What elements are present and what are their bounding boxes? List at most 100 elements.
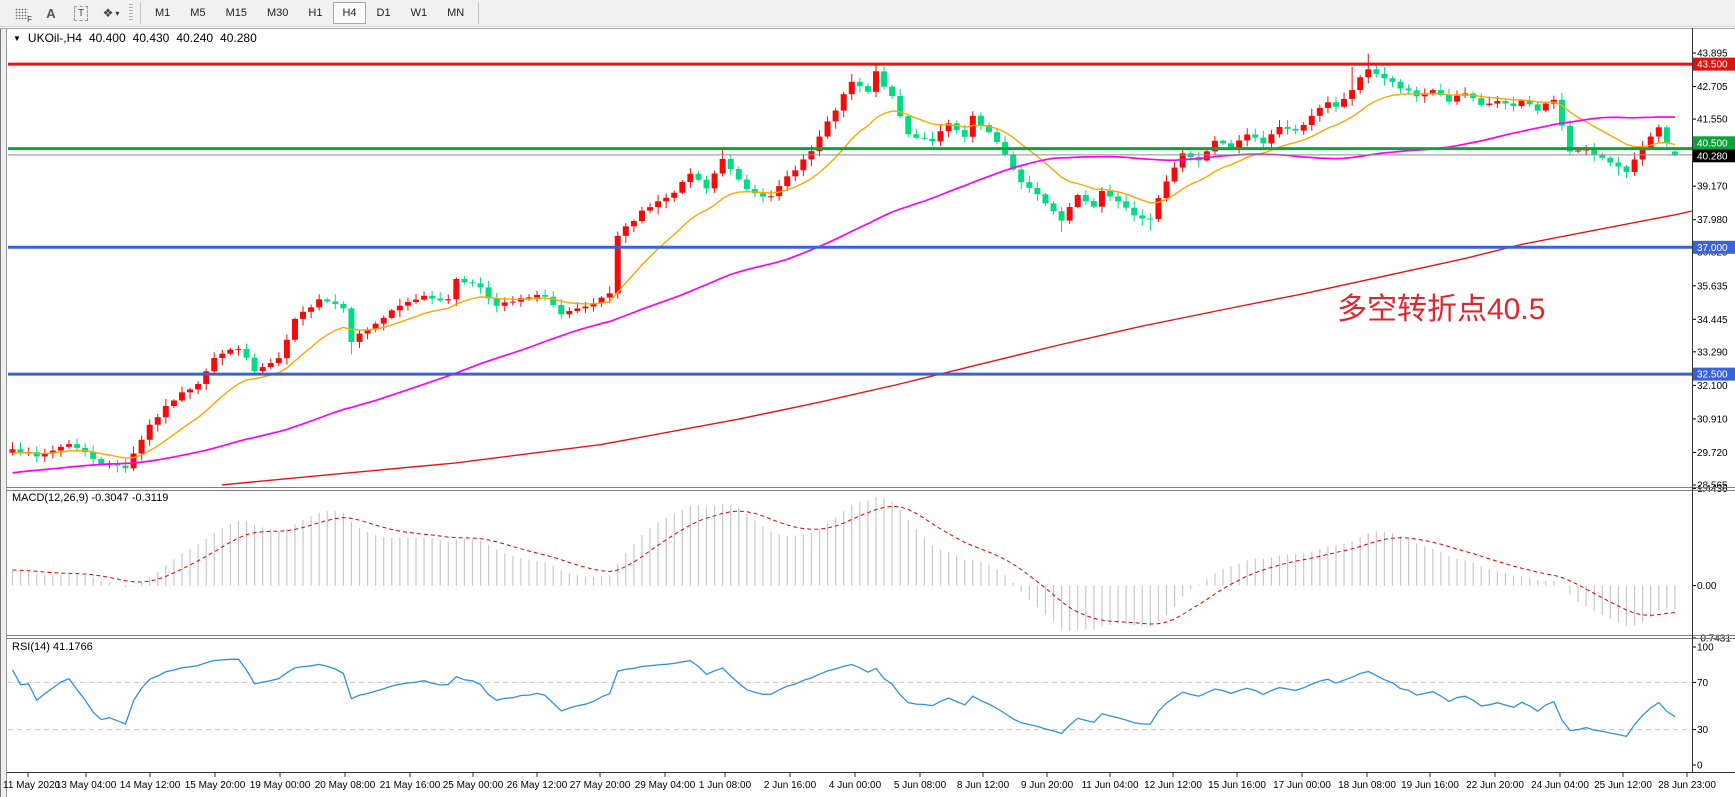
font-icon: A bbox=[46, 5, 56, 21]
price-tick-label: 28.565 bbox=[1697, 480, 1728, 491]
candle-body bbox=[324, 299, 331, 302]
candle-body bbox=[1623, 166, 1630, 172]
time-tick-label: 2 Jun 16:00 bbox=[764, 780, 817, 791]
candle-body bbox=[1663, 127, 1670, 144]
timeframe-button-M30[interactable]: M30 bbox=[266, 7, 289, 19]
candle-body bbox=[1090, 201, 1097, 207]
candle-body bbox=[1567, 125, 1574, 152]
price-badge-37.000 bbox=[1693, 240, 1735, 254]
time-tick-label: 21 May 16:00 bbox=[380, 780, 441, 791]
timeframe-button-H4[interactable]: H4 bbox=[333, 2, 366, 24]
candle-body bbox=[437, 298, 444, 301]
rsi-tick-label: 100 bbox=[1697, 643, 1714, 654]
candle-body bbox=[1139, 215, 1146, 219]
font-tool-button[interactable]: A bbox=[37, 1, 65, 25]
candle-body bbox=[638, 210, 645, 222]
candle-body bbox=[743, 179, 750, 190]
candle-body bbox=[897, 95, 904, 117]
timeframe-button-group: M1 M5 M15 M30 H1 H4 D1 W1 MN bbox=[145, 2, 474, 24]
timeframe-button-MN[interactable]: MN bbox=[447, 7, 465, 19]
candle-body bbox=[1437, 90, 1444, 95]
candle-body bbox=[606, 293, 613, 298]
candle-body bbox=[1236, 140, 1243, 148]
price-tick-label: 33.290 bbox=[1697, 347, 1728, 358]
candle-body bbox=[1502, 101, 1509, 104]
candle-body bbox=[1316, 107, 1323, 116]
candle-body bbox=[945, 123, 952, 132]
candle-body bbox=[348, 308, 355, 342]
chart-annotation-text[interactable]: 多空转折点40.5 bbox=[1337, 293, 1546, 326]
grid-icon bbox=[14, 7, 28, 19]
toolbar-separator bbox=[140, 2, 141, 24]
candle-body bbox=[1026, 182, 1033, 188]
price-badge-32.500 bbox=[1693, 367, 1735, 381]
candle-body bbox=[1332, 102, 1339, 107]
candle-body bbox=[977, 115, 984, 125]
candle-body bbox=[590, 303, 597, 307]
candle-body bbox=[1324, 102, 1331, 108]
candle-body bbox=[1284, 126, 1291, 129]
candle-body bbox=[300, 311, 307, 319]
candle-body bbox=[154, 417, 161, 425]
price-tick-label: 43.895 bbox=[1697, 49, 1728, 60]
price-axis[interactable]: 43.89542.70541.55039.17037.98036.82535.6… bbox=[1692, 49, 1735, 492]
ohlc-open: 40.400 bbox=[88, 31, 126, 45]
rsi-tick-label: 30 bbox=[1697, 725, 1709, 736]
objects-tool-button[interactable]: ❖ ▾ bbox=[97, 1, 125, 25]
macd-tick-label: 1.4436 bbox=[1697, 484, 1728, 495]
candle-body bbox=[525, 297, 532, 299]
candle-body bbox=[1107, 191, 1114, 197]
timeframe-button-W1[interactable]: W1 bbox=[410, 7, 428, 19]
candle-body bbox=[558, 304, 565, 315]
ma-medium-line bbox=[12, 116, 1675, 474]
price-tick-label: 39.170 bbox=[1697, 182, 1728, 193]
candle-body bbox=[1163, 181, 1170, 199]
ma-slow-line bbox=[221, 210, 1692, 486]
timeframe-button-H1[interactable]: H1 bbox=[308, 7, 323, 19]
price-badge-label: 40.280 bbox=[1697, 151, 1728, 162]
candle-body bbox=[57, 446, 64, 451]
candle-body bbox=[792, 170, 799, 177]
candle-body bbox=[582, 306, 589, 309]
timeframe-button-D1[interactable]: D1 bbox=[376, 7, 391, 19]
candle-body bbox=[985, 124, 992, 133]
time-tick-label: 20 May 08:00 bbox=[315, 780, 376, 791]
candle-body bbox=[211, 358, 218, 372]
candle-body bbox=[187, 389, 194, 393]
timeframe-button-M5[interactable]: M5 bbox=[190, 7, 206, 19]
timeframe-button-M15[interactable]: M15 bbox=[225, 7, 247, 19]
time-tick-label: 26 May 12:00 bbox=[507, 780, 568, 791]
rsi-layer bbox=[8, 658, 1692, 738]
price-tick-label: 29.720 bbox=[1697, 448, 1728, 459]
candle-body bbox=[453, 278, 460, 300]
chart-title: ▼ UKOil-,H4 40.400 40.430 40.240 40.280 bbox=[13, 31, 257, 45]
candle-body bbox=[1599, 154, 1606, 158]
chart-dropdown-icon[interactable]: ▼ bbox=[13, 33, 21, 43]
candle-body bbox=[961, 130, 968, 137]
candle-body bbox=[687, 173, 694, 183]
grid-f-label: F bbox=[27, 15, 32, 24]
candle-body bbox=[1421, 93, 1428, 97]
text-label-tool-button[interactable]: T bbox=[67, 1, 95, 25]
candle-body bbox=[82, 447, 89, 453]
candle-body bbox=[138, 439, 145, 454]
time-tick-label: 9 Jun 20:00 bbox=[1021, 780, 1074, 791]
candle-body bbox=[1074, 195, 1081, 208]
timeframe-button-M1[interactable]: M1 bbox=[155, 7, 171, 19]
candle-body bbox=[1220, 140, 1226, 144]
candle-body bbox=[1066, 207, 1073, 221]
time-tick-label: 22 Jun 20:00 bbox=[1466, 780, 1524, 791]
chart-grid-tool-button[interactable]: F bbox=[7, 1, 35, 25]
candle-body bbox=[146, 424, 153, 440]
candle-body bbox=[74, 444, 81, 448]
toolbar-drag-handle[interactable] bbox=[129, 4, 133, 22]
candle-body bbox=[760, 193, 767, 197]
candle-body bbox=[203, 371, 210, 384]
macd-layer bbox=[11, 497, 1676, 631]
rsi-tick-label: 70 bbox=[1697, 678, 1709, 689]
candle-body bbox=[283, 339, 290, 359]
time-tick-label: 25 Jun 12:00 bbox=[1594, 780, 1652, 791]
candle-body bbox=[404, 301, 411, 306]
